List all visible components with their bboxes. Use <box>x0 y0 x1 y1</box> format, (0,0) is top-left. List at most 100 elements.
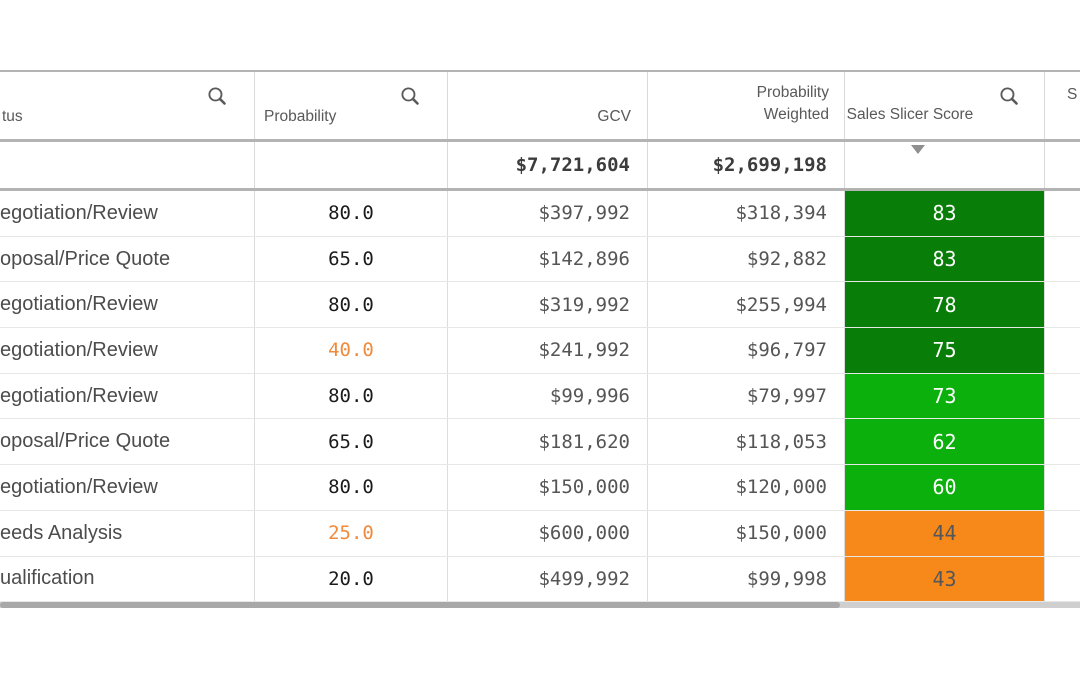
cell-score[interactable]: 75 <box>845 328 1045 373</box>
table-row: oposal/Price Quote 65.0 $181,620 $118,05… <box>0 419 1080 466</box>
table-row: egotiation/Review 80.0 $150,000 $120,000… <box>0 465 1080 511</box>
totals-probability-weighted-value: $2,699,198 <box>712 154 827 176</box>
cell-next-truncated <box>1045 557 1080 602</box>
cell-score[interactable]: 43 <box>845 556 1045 602</box>
cell-probability-weighted[interactable]: $92,882 <box>648 236 845 282</box>
cell-next-truncated <box>1045 374 1080 419</box>
column-label-probability: Probability <box>264 108 337 125</box>
score-badge: 43 <box>845 556 1044 602</box>
cell-probability-weighted[interactable]: $150,000 <box>648 510 845 556</box>
table-row: egotiation/Review 80.0 $397,992 $318,394… <box>0 191 1080 237</box>
cell-score[interactable]: 73 <box>845 373 1045 419</box>
cell-score[interactable]: 78 <box>845 282 1045 328</box>
column-header-probability-weighted[interactable]: Probability Weighted <box>648 72 845 139</box>
table-row: egotiation/Review 80.0 $99,996 $79,997 7… <box>0 373 1080 420</box>
cell-score[interactable]: 83 <box>845 191 1045 236</box>
cell-score[interactable]: 44 <box>845 510 1045 556</box>
totals-gcv-value: $7,721,604 <box>515 154 630 176</box>
cell-next-truncated <box>1045 237 1080 282</box>
score-badge: 83 <box>845 236 1044 282</box>
cell-gcv[interactable]: $99,996 <box>448 373 648 419</box>
cell-score[interactable]: 83 <box>845 236 1045 282</box>
cell-status[interactable]: egotiation/Review <box>0 373 255 419</box>
horizontal-scrollbar <box>0 602 1080 609</box>
totals-next-cell <box>1045 142 1080 188</box>
score-badge: 73 <box>845 373 1044 419</box>
cell-probability[interactable]: 40.0 <box>255 328 448 373</box>
cell-probability[interactable]: 80.0 <box>255 282 448 328</box>
column-header-sales-slicer-score[interactable]: Sales Slicer Score <box>845 72 1045 139</box>
table-row: ualification 20.0 $499,992 $99,998 43 <box>0 556 1080 603</box>
cell-next-truncated <box>1045 328 1080 373</box>
cell-gcv[interactable]: $499,992 <box>448 556 648 602</box>
cell-probability-weighted[interactable]: $318,394 <box>648 191 845 236</box>
cell-gcv[interactable]: $150,000 <box>448 465 648 510</box>
table-body: egotiation/Review 80.0 $397,992 $318,394… <box>0 191 1080 603</box>
cell-gcv[interactable]: $397,992 <box>448 191 648 236</box>
totals-status-cell <box>0 142 255 188</box>
totals-score-cell <box>845 142 1045 188</box>
cell-status[interactable]: egotiation/Review <box>0 282 255 328</box>
column-header-next-truncated[interactable]: S <box>1045 72 1080 139</box>
cell-status[interactable]: ualification <box>0 556 255 602</box>
column-label-next-truncated: S <box>1067 86 1078 103</box>
cell-next-truncated <box>1045 419 1080 464</box>
cell-probability[interactable]: 80.0 <box>255 373 448 419</box>
cell-probability-weighted[interactable]: $118,053 <box>648 419 845 465</box>
cell-probability-weighted[interactable]: $99,998 <box>648 556 845 602</box>
cell-status[interactable]: egotiation/Review <box>0 465 255 510</box>
cell-status[interactable]: oposal/Price Quote <box>0 236 255 282</box>
cell-probability[interactable]: 65.0 <box>255 419 448 465</box>
cell-status[interactable]: oposal/Price Quote <box>0 419 255 465</box>
column-header-gcv[interactable]: GCV <box>448 72 648 139</box>
totals-gcv: $7,721,604 <box>448 142 648 188</box>
search-icon[interactable] <box>206 85 228 107</box>
cell-probability-weighted[interactable]: $79,997 <box>648 373 845 419</box>
score-badge: 62 <box>845 419 1044 465</box>
score-badge: 60 <box>845 465 1044 510</box>
cell-status[interactable]: eeds Analysis <box>0 510 255 556</box>
column-header-probability[interactable]: Probability <box>255 72 448 139</box>
cell-score[interactable]: 60 <box>845 465 1045 510</box>
cell-status[interactable]: egotiation/Review <box>0 191 255 236</box>
cell-gcv[interactable]: $600,000 <box>448 510 648 556</box>
cell-next-truncated <box>1045 511 1080 556</box>
cell-probability-weighted[interactable]: $255,994 <box>648 282 845 328</box>
cell-status[interactable]: egotiation/Review <box>0 328 255 373</box>
search-icon[interactable] <box>399 85 421 107</box>
totals-probability-weighted: $2,699,198 <box>648 142 845 188</box>
cell-gcv[interactable]: $241,992 <box>448 328 648 373</box>
column-label-probability-weighted: Probability Weighted <box>756 84 829 123</box>
score-badge: 83 <box>845 191 1044 236</box>
column-label-sales-slicer-score: Sales Slicer Score <box>846 106 974 123</box>
cell-next-truncated <box>1045 465 1080 510</box>
search-icon[interactable] <box>998 85 1020 107</box>
cell-probability-weighted[interactable]: $96,797 <box>648 328 845 373</box>
horizontal-scrollbar-thumb[interactable] <box>0 602 840 609</box>
totals-probability-cell <box>255 142 448 188</box>
cell-probability[interactable]: 65.0 <box>255 236 448 282</box>
totals-row: $7,721,604 $2,699,198 <box>0 142 1080 191</box>
table-header: tus Probability GCV Probability Weighted… <box>0 70 1080 142</box>
cell-probability[interactable]: 25.0 <box>255 510 448 556</box>
column-header-status[interactable]: tus <box>0 72 255 139</box>
score-badge: 75 <box>845 328 1044 373</box>
table-row: oposal/Price Quote 65.0 $142,896 $92,882… <box>0 236 1080 283</box>
column-label-status: tus <box>2 108 23 125</box>
cell-probability-weighted[interactable]: $120,000 <box>648 465 845 510</box>
cell-probability[interactable]: 80.0 <box>255 465 448 510</box>
table-row: eeds Analysis 25.0 $600,000 $150,000 44 <box>0 510 1080 557</box>
cell-score[interactable]: 62 <box>845 419 1045 465</box>
cell-probability[interactable]: 20.0 <box>255 556 448 602</box>
sort-descending-icon <box>911 145 925 154</box>
cell-gcv[interactable]: $142,896 <box>448 236 648 282</box>
cell-gcv[interactable]: $319,992 <box>448 282 648 328</box>
score-badge: 78 <box>845 282 1044 328</box>
cell-probability[interactable]: 80.0 <box>255 191 448 236</box>
cell-gcv[interactable]: $181,620 <box>448 419 648 465</box>
table-row: egotiation/Review 40.0 $241,992 $96,797 … <box>0 328 1080 374</box>
table-row: egotiation/Review 80.0 $319,992 $255,994… <box>0 282 1080 329</box>
cell-next-truncated <box>1045 191 1080 236</box>
cell-next-truncated <box>1045 282 1080 327</box>
data-table: tus Probability GCV Probability Weighted… <box>0 70 1080 609</box>
